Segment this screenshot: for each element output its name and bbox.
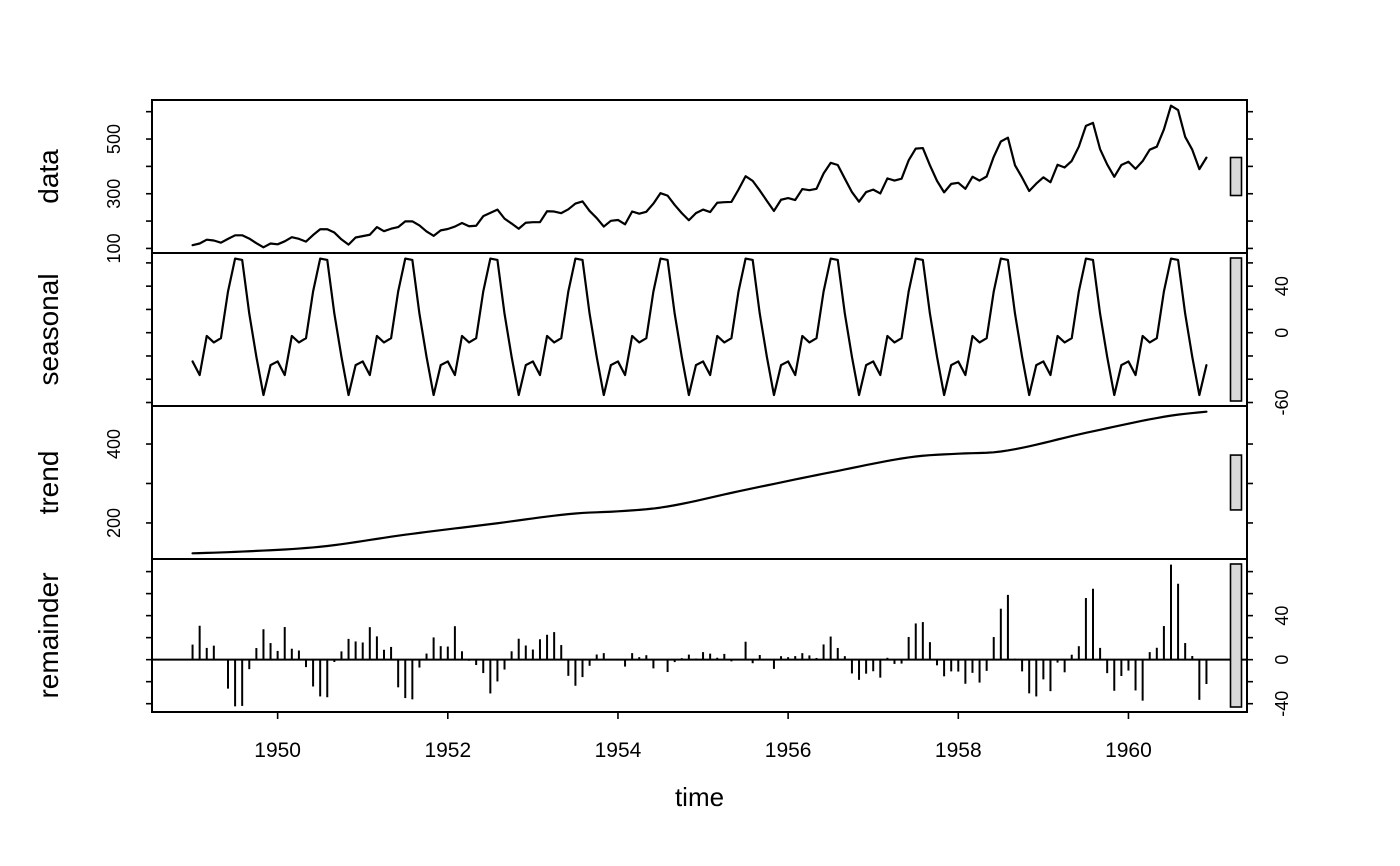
range-bar-trend <box>1229 454 1243 511</box>
x-tick-label: 1958 <box>935 739 982 762</box>
y-tick-label-seasonal: -60 <box>1272 390 1292 416</box>
y-tick-label-data: 300 <box>104 179 124 209</box>
y-tick-label-seasonal: 40 <box>1272 276 1292 296</box>
x-tick-label: 1956 <box>765 739 812 762</box>
y-tick-label-seasonal: 0 <box>1272 328 1292 338</box>
panel-label-remainder: remainder <box>33 572 64 698</box>
x-tick-label: 1960 <box>1105 739 1152 762</box>
y-tick-label-trend: 400 <box>104 429 124 459</box>
x-tick-label: 1950 <box>254 739 301 762</box>
trend-series-line <box>191 410 1208 555</box>
range-bar-data <box>1229 156 1243 197</box>
y-tick-label-remainder: 0 <box>1272 655 1292 665</box>
y-tick-label-trend: 200 <box>104 508 124 538</box>
range-bar-remainder <box>1229 563 1243 708</box>
x-axis-title: time <box>675 782 724 812</box>
y-tick-label-data: 500 <box>104 124 124 154</box>
panel-box-data <box>151 99 1248 254</box>
x-tick-label: 1954 <box>595 739 642 762</box>
panel-box-remainder <box>151 558 1248 713</box>
panel-label-data: data <box>33 149 64 204</box>
y-tick-label-remainder: 40 <box>1272 606 1292 626</box>
panel-label-trend: trend <box>33 451 64 515</box>
data-series-line <box>191 104 1208 249</box>
panel-box-trend <box>151 405 1248 560</box>
panel-label-seasonal: seasonal <box>33 273 64 385</box>
range-bar-seasonal <box>1229 257 1243 402</box>
y-tick-label-data: 100 <box>104 233 124 263</box>
x-tick-label: 1952 <box>424 739 471 762</box>
seasonal-series-line <box>191 257 1208 397</box>
y-tick-label-remainder: -40 <box>1272 691 1292 717</box>
